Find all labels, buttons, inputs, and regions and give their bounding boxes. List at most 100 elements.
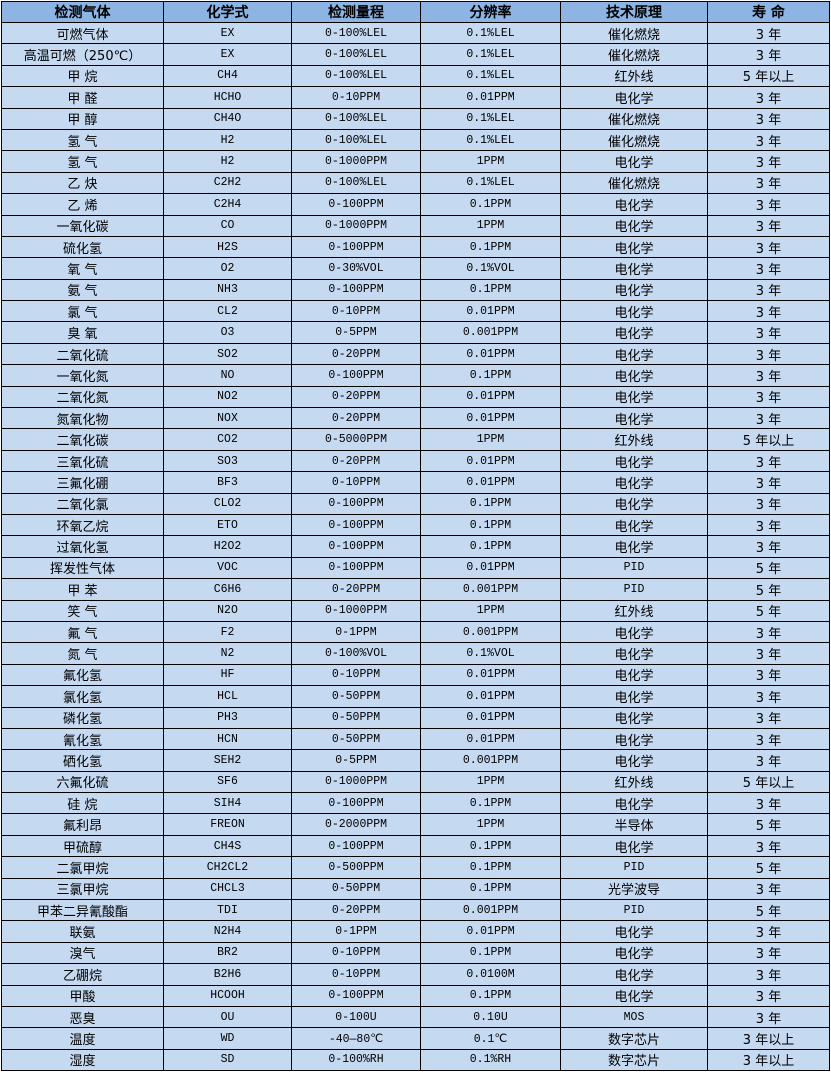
table-row: 二氧化氯 CLO2 0-100PPM 0.1PPM 电化学 3 年 — [1, 492, 830, 515]
cell-principle: 电化学 — [560, 449, 708, 473]
table-row: 湿度 SD 0-100%RH 0.1%RH 数字芯片 3 年以上 — [1, 1048, 830, 1072]
cell-principle: 催化燃烧 — [560, 43, 708, 66]
cell-principle: 电化学 — [560, 235, 708, 259]
cell-lifespan: 3 年 — [707, 685, 830, 708]
cell-formula: NOX — [163, 407, 292, 430]
table-row: 一氧化碳 CO 0-1000PPM 1PPM 电化学 3 年 — [1, 214, 830, 237]
cell-resolution: 0.1PPM — [420, 513, 561, 537]
table-row: 硫化氢 H2S 0-100PPM 0.1PPM 电化学 3 年 — [1, 235, 830, 259]
table-row: 甲硫醇 CH4S 0-100PPM 0.1PPM 电化学 3 年 — [1, 834, 830, 858]
cell-gas: 二氧化碳 — [1, 428, 164, 451]
cell-principle: MOS — [560, 1005, 708, 1029]
cell-formula: NH3 — [163, 278, 292, 302]
cell-formula: OU — [163, 1005, 292, 1029]
cell-principle: 红外线 — [560, 428, 708, 451]
cell-range: 0-100PPM — [291, 834, 421, 858]
cell-resolution: 0.01PPM — [420, 663, 561, 687]
cell-gas: 氰化氢 — [1, 727, 164, 751]
cell-principle: 催化燃烧 — [560, 171, 708, 195]
cell-principle: 电化学 — [560, 727, 708, 751]
cell-principle: 电化学 — [560, 706, 708, 729]
cell-range: 0-2000PPM — [291, 813, 421, 836]
cell-range: 0-20PPM — [291, 407, 421, 430]
cell-resolution: 0.1%LEL — [420, 128, 561, 152]
cell-formula: SO3 — [163, 449, 292, 473]
cell-resolution: 0.0100M — [420, 963, 561, 986]
cell-resolution: 0.001PPM — [420, 321, 561, 344]
cell-principle: 红外线 — [560, 599, 708, 622]
cell-principle: 红外线 — [560, 64, 708, 88]
cell-gas: 臭 氧 — [1, 321, 164, 344]
cell-gas: 氢 气 — [1, 150, 164, 173]
cell-principle: 电化学 — [560, 834, 708, 858]
cell-resolution: 0.01PPM — [420, 342, 561, 366]
table-row: 乙 烯 C2H4 0-100PPM 0.1PPM 电化学 3 年 — [1, 193, 830, 216]
cell-lifespan: 3 年 — [707, 364, 830, 387]
cell-formula: CHCL3 — [163, 877, 292, 901]
cell-principle: 电化学 — [560, 620, 708, 644]
table-row: 臭 氧 O3 0-5PPM 0.001PPM 电化学 3 年 — [1, 321, 830, 344]
cell-lifespan: 3 年 — [707, 86, 830, 109]
cell-principle: 电化学 — [560, 150, 708, 173]
cell-resolution: 1PPM — [420, 214, 561, 237]
cell-lifespan: 3 年 — [707, 278, 830, 302]
cell-formula: TDI — [163, 899, 292, 922]
cell-principle: PID — [560, 556, 708, 580]
cell-lifespan: 3 年 — [707, 407, 830, 430]
cell-resolution: 0.01PPM — [420, 556, 561, 580]
cell-formula: H2O2 — [163, 535, 292, 558]
cell-principle: 电化学 — [560, 642, 708, 665]
table-row: 氮氧化物 NOX 0-20PPM 0.01PPM 电化学 3 年 — [1, 407, 830, 430]
cell-range: 0-20PPM — [291, 899, 421, 922]
cell-range: 0-100%LEL — [291, 64, 421, 88]
cell-formula: N2 — [163, 642, 292, 665]
table-row: 三氯甲烷 CHCL3 0-50PPM 0.1PPM 光学波导 3 年 — [1, 877, 830, 901]
cell-lifespan: 3 年 — [707, 214, 830, 237]
cell-range: 0-10PPM — [291, 300, 421, 323]
cell-range: 0-500PPM — [291, 856, 421, 879]
cell-lifespan: 3 年 — [707, 171, 830, 195]
cell-gas: 湿度 — [1, 1048, 164, 1072]
cell-resolution: 0.1%LEL — [420, 107, 561, 130]
header-lifespan: 寿 命 — [707, 1, 830, 23]
table-row: 磷化氢 PH3 0-50PPM 0.01PPM 电化学 3 年 — [1, 706, 830, 729]
cell-range: 0-10PPM — [291, 663, 421, 687]
cell-lifespan: 3 年 — [707, 385, 830, 409]
cell-lifespan: 3 年 — [707, 984, 830, 1007]
cell-resolution: 0.01PPM — [420, 385, 561, 409]
cell-formula: SEH2 — [163, 749, 292, 772]
cell-formula: H2S — [163, 235, 292, 259]
cell-formula: ETO — [163, 513, 292, 537]
cell-formula: C2H2 — [163, 171, 292, 195]
cell-range: 0-100%VOL — [291, 642, 421, 665]
cell-principle: 数字芯片 — [560, 1048, 708, 1072]
cell-principle: 电化学 — [560, 257, 708, 280]
cell-range: 0-50PPM — [291, 685, 421, 708]
cell-lifespan: 3 年 — [707, 257, 830, 280]
cell-gas: 乙 炔 — [1, 171, 164, 195]
table-row: 二氧化硫 SO2 0-20PPM 0.01PPM 电化学 3 年 — [1, 342, 830, 366]
cell-gas: 硅 烷 — [1, 792, 164, 815]
cell-resolution: 1PPM — [420, 813, 561, 836]
table-row: 过氧化氢 H2O2 0-100PPM 0.1PPM 电化学 3 年 — [1, 535, 830, 558]
cell-lifespan: 3 年 — [707, 834, 830, 858]
cell-lifespan: 3 年 — [707, 877, 830, 901]
cell-formula: CLO2 — [163, 492, 292, 515]
cell-gas: 六氟化硫 — [1, 770, 164, 794]
cell-lifespan: 5 年 — [707, 813, 830, 836]
cell-range: 0-100PPM — [291, 792, 421, 815]
cell-lifespan: 3 年 — [707, 642, 830, 665]
table-body: 可燃气体 EX 0-100%LEL 0.1%LEL 催化燃烧 3 年高温可燃（250℃） E… — [1, 21, 830, 1072]
table-row: 硒化氢 SEH2 0-5PPM 0.001PPM 电化学 3 年 — [1, 749, 830, 772]
cell-lifespan: 3 年 — [707, 792, 830, 815]
cell-lifespan: 5 年 — [707, 556, 830, 580]
cell-lifespan: 5 年以上 — [707, 428, 830, 451]
cell-gas: 温度 — [1, 1027, 164, 1050]
cell-principle: 电化学 — [560, 513, 708, 537]
cell-resolution: 0.1PPM — [420, 984, 561, 1007]
cell-gas: 一氧化氮 — [1, 364, 164, 387]
cell-principle: 红外线 — [560, 770, 708, 794]
cell-lifespan: 3 年 — [707, 663, 830, 687]
cell-gas: 氢 气 — [1, 128, 164, 152]
cell-range: 0-100%LEL — [291, 107, 421, 130]
